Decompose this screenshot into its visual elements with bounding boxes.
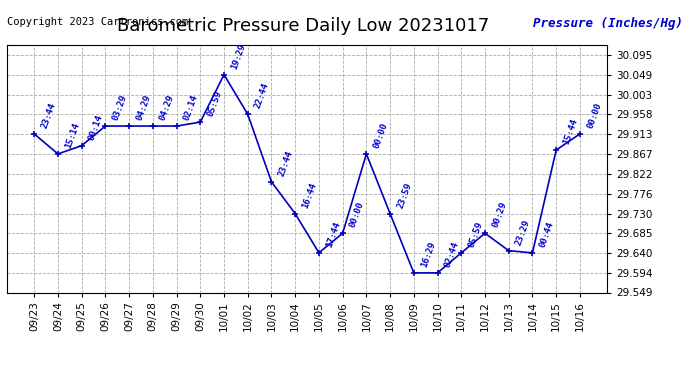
Text: 22:44: 22:44 bbox=[253, 82, 271, 110]
Text: 04:29: 04:29 bbox=[159, 93, 176, 122]
Text: 00:29: 00:29 bbox=[491, 201, 509, 229]
Text: 00:14: 00:14 bbox=[87, 113, 105, 141]
Text: 23:29: 23:29 bbox=[514, 218, 532, 246]
Text: 04:29: 04:29 bbox=[135, 93, 152, 122]
Text: 02:44: 02:44 bbox=[443, 240, 461, 269]
Text: 23:59: 23:59 bbox=[395, 181, 413, 210]
Text: 05:59: 05:59 bbox=[467, 220, 484, 249]
Text: 00:00: 00:00 bbox=[372, 122, 390, 150]
Text: Copyright 2023 Cartronics.com: Copyright 2023 Cartronics.com bbox=[7, 17, 188, 27]
Text: 19:29: 19:29 bbox=[230, 42, 247, 70]
Text: 23:44: 23:44 bbox=[277, 149, 295, 178]
Text: 17:44: 17:44 bbox=[324, 220, 342, 249]
Text: Barometric Pressure Daily Low 20231017: Barometric Pressure Daily Low 20231017 bbox=[117, 17, 490, 35]
Text: 15:44: 15:44 bbox=[562, 117, 580, 146]
Text: 00:44: 00:44 bbox=[538, 220, 555, 249]
Text: 16:44: 16:44 bbox=[301, 181, 318, 210]
Text: 00:00: 00:00 bbox=[586, 101, 603, 130]
Text: Pressure (Inches/Hg): Pressure (Inches/Hg) bbox=[533, 17, 683, 30]
Text: 00:00: 00:00 bbox=[348, 201, 366, 229]
Text: 16:29: 16:29 bbox=[420, 240, 437, 269]
Text: 02:14: 02:14 bbox=[182, 93, 199, 122]
Text: 05:59: 05:59 bbox=[206, 90, 224, 118]
Text: 15:14: 15:14 bbox=[63, 122, 81, 150]
Text: 03:29: 03:29 bbox=[111, 93, 128, 122]
Text: 23:44: 23:44 bbox=[40, 101, 57, 130]
